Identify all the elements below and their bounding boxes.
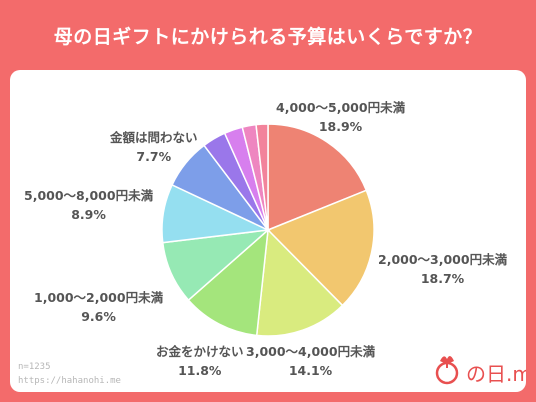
pie-slice-3 [187,228,269,337]
pie-slice-0 [267,123,368,232]
slice-category: 1,000～2,000円未満 [34,290,164,305]
slice-label-no-spend: お金をかけない 11.8% [156,342,244,380]
slice-category: 5,000～8,000円未満 [24,188,154,203]
header-bar: 母の日ギフトにかけられる予算はいくらですか？ [0,0,536,70]
slice-percent: 9.6% [81,309,116,324]
slice-label-4000-5000: 4,000～5,000円未満 18.9% [276,98,405,136]
slice-percent: 7.7% [136,149,172,164]
slice-category: 4,000～5,000円未満 [276,100,406,115]
sample-size-note: n=1235 [18,362,51,372]
slice-category: 3,000～4,000円未満 [246,344,376,359]
slice-category: 金額は問わない [110,130,198,145]
chart-card: 4,000～5,000円未満 18.9% 2,000～3,000円未満 18.7… [10,70,526,392]
pie-slice-1 [266,189,375,307]
slice-percent: 11.8% [178,363,222,378]
slice-percent: 18.9% [318,119,363,134]
site-logo: の日.me [430,352,526,386]
slice-percent: 18.7% [420,271,465,286]
slice-category: 2,000～3,000円未満 [378,252,508,267]
slice-label-any-amount: 金額は問わない 7.7% [110,128,198,166]
slice-label-3000-4000: 3,000～4,000円未満 14.1% [246,342,375,380]
pie-slice-2 [255,228,344,337]
logo-text: の日.me [466,362,526,386]
slice-label-2000-3000: 2,000～3,000円未満 18.7% [378,250,507,288]
source-url: https://hahanohi.me [18,376,121,386]
pie-slice-10 [255,123,269,231]
pie-chart [161,123,375,337]
carnation-logo-icon [435,355,459,385]
slice-percent: 8.9% [71,207,106,222]
slice-percent: 14.1% [288,363,333,378]
slice-category: お金をかけない [156,344,244,359]
page-title: 母の日ギフトにかけられる予算はいくらですか？ [53,25,483,48]
slice-label-5000-8000: 5,000～8,000円未満 8.9% [24,186,153,224]
slice-label-1000-2000: 1,000～2,000円未満 9.6% [34,288,163,326]
